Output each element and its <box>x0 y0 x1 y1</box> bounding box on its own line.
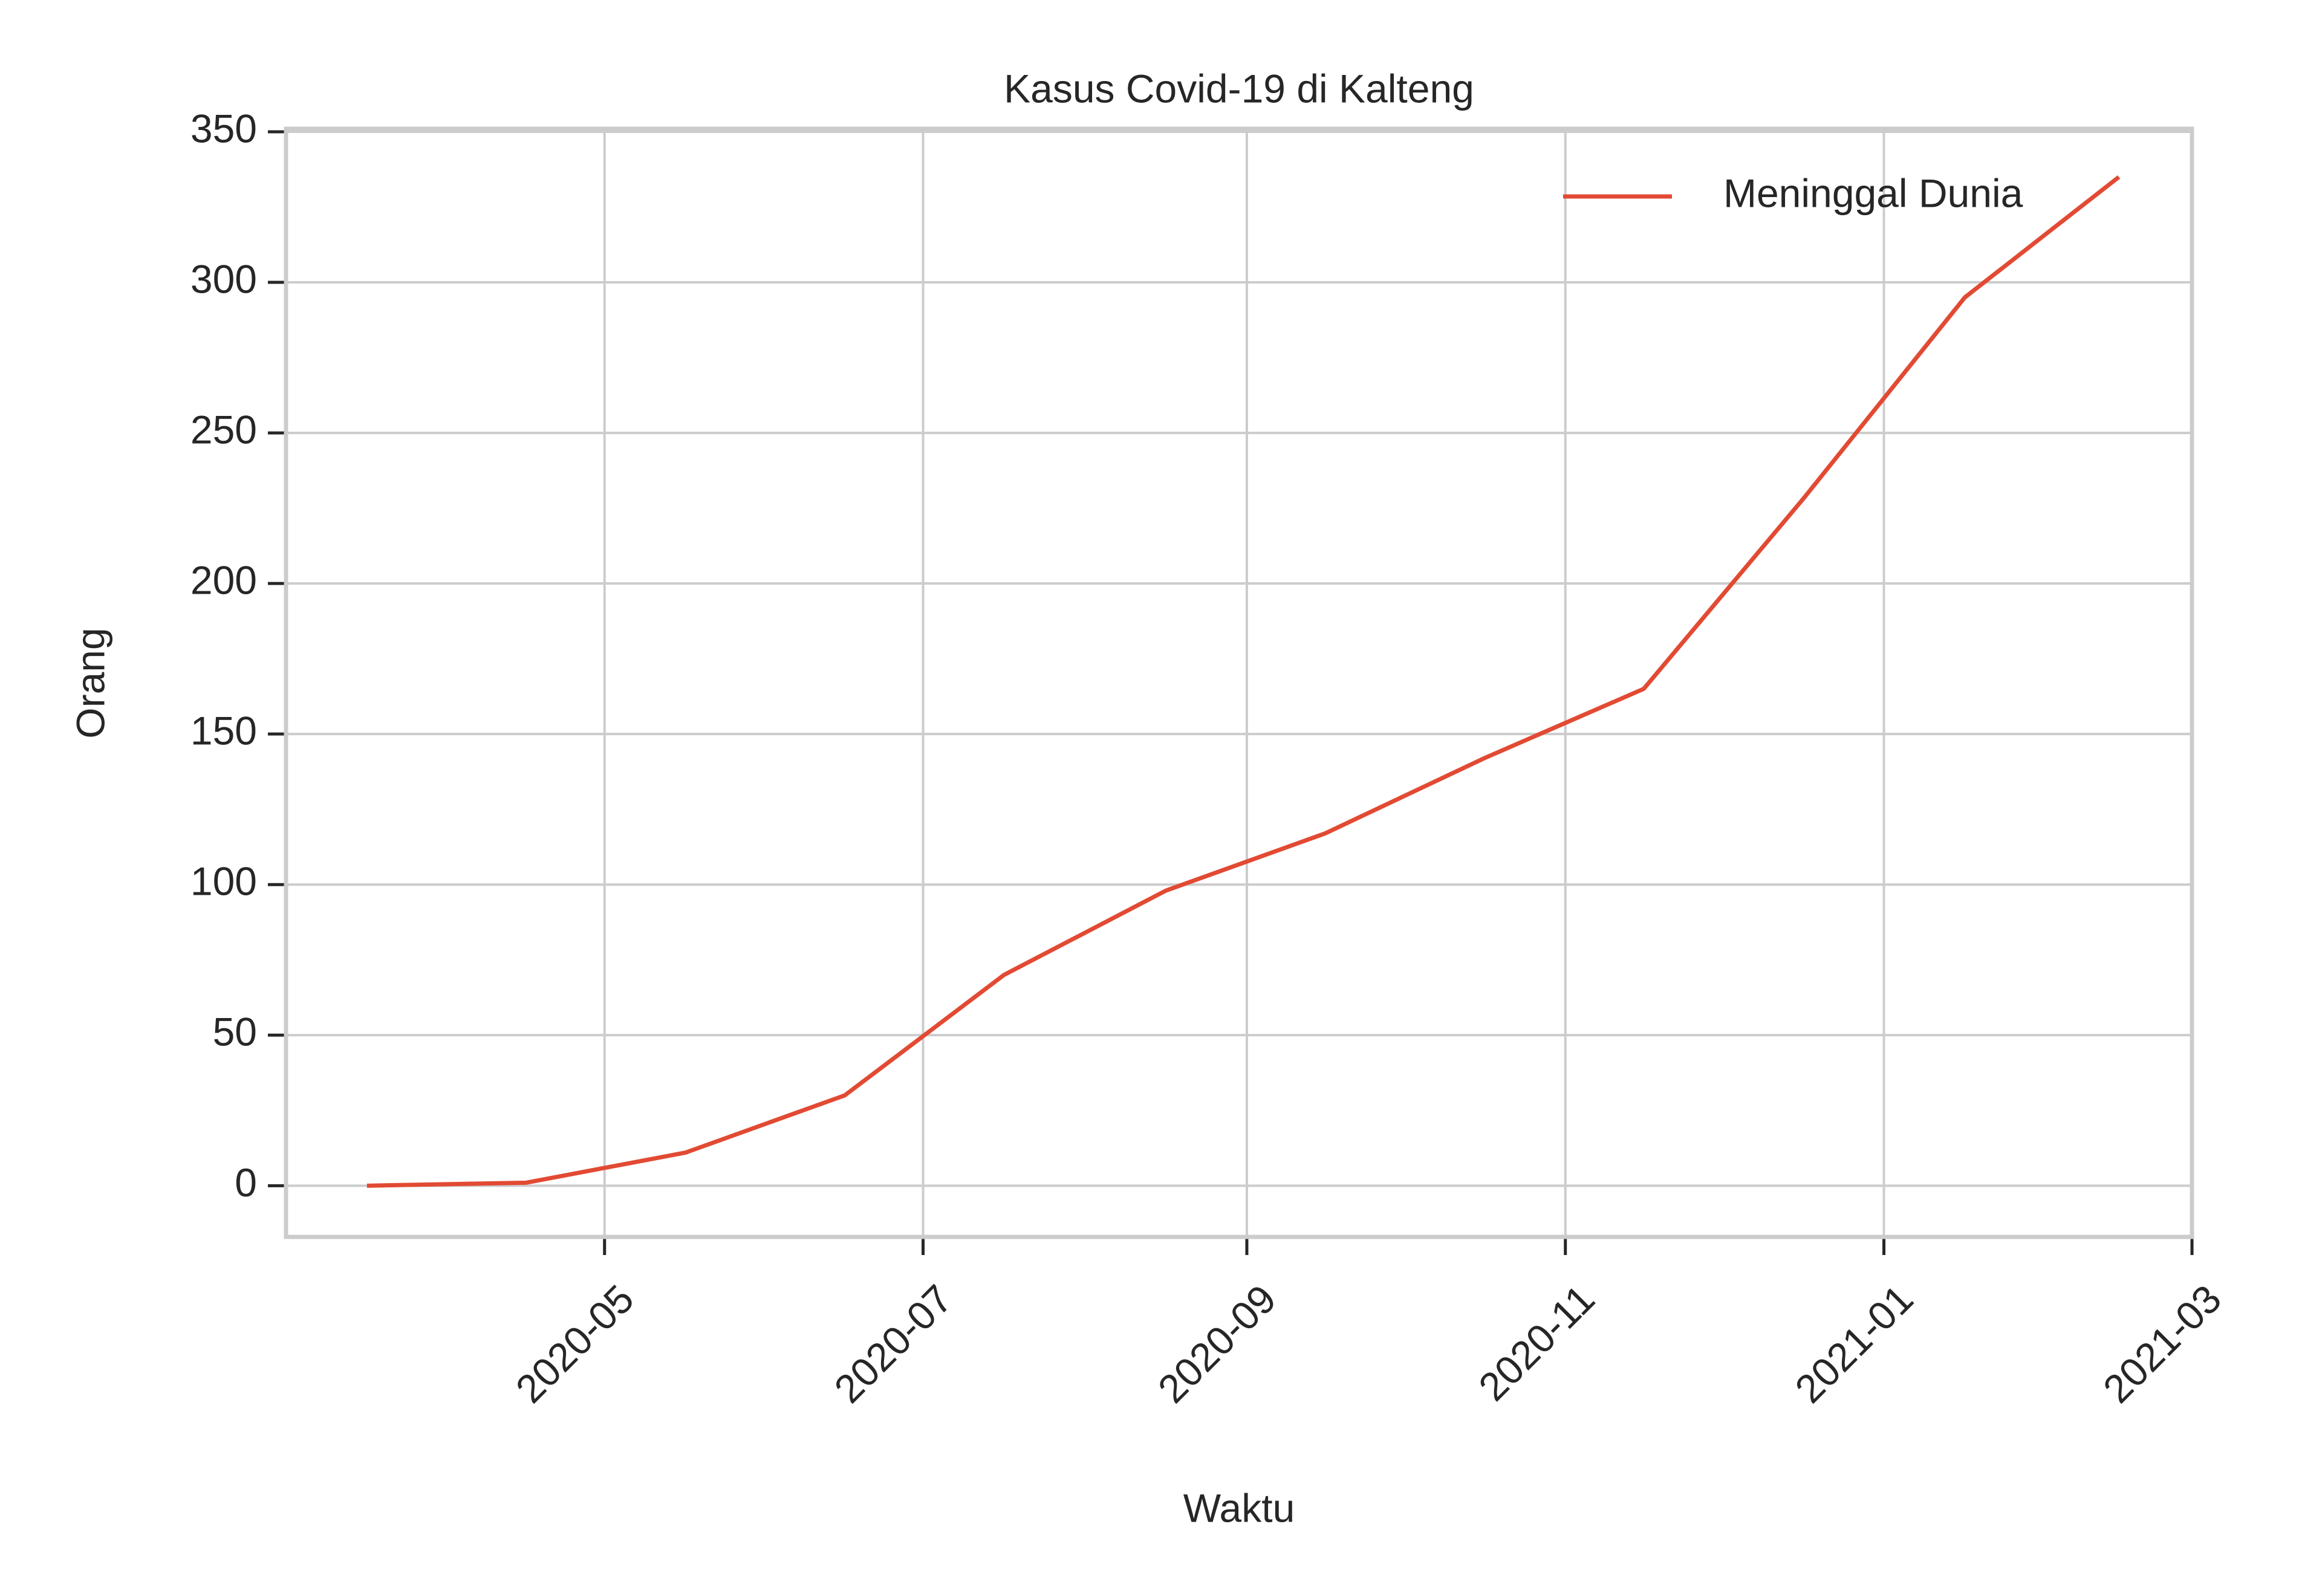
chart-title: Kasus Covid-19 di Kalteng <box>1004 66 1474 111</box>
y-axis-label: Orang <box>68 628 112 738</box>
x-tick-label: 2021-03 <box>2095 1276 2230 1412</box>
line <box>366 175 2121 1188</box>
y-tick-label: 350 <box>190 106 257 151</box>
y-tick-label: 50 <box>213 1010 257 1054</box>
y-tick-label: 150 <box>190 709 257 753</box>
x-tick-label: 2020-09 <box>1150 1276 1285 1412</box>
legend-label: Meninggal Dunia <box>1723 170 2023 215</box>
y-tick-label: 300 <box>190 256 257 301</box>
x-axis-label: Waktu <box>1183 1485 1295 1530</box>
x-tick-label: 2020-07 <box>825 1276 961 1412</box>
plot-frame <box>284 126 2194 1239</box>
y-tick-label: 0 <box>235 1160 257 1205</box>
y-tick-label: 100 <box>190 859 257 904</box>
y-tick-label: 200 <box>190 558 257 603</box>
x-tick-label: 2021-01 <box>1786 1276 1922 1412</box>
x-tick-label: 2020-05 <box>507 1276 642 1412</box>
y-tick-label: 250 <box>190 407 257 452</box>
x-tick-label: 2020-11 <box>1470 1276 1603 1409</box>
